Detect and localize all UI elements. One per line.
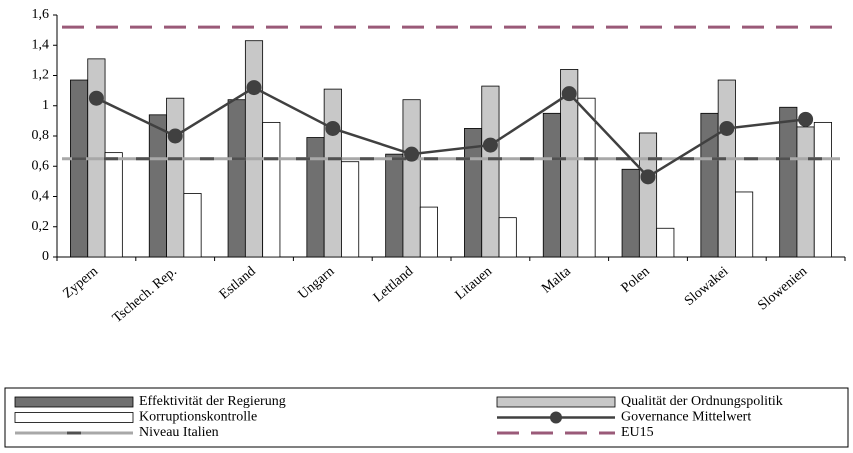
line-marker	[167, 128, 183, 144]
bar	[244, 40, 264, 258]
y-tick-label: 1	[42, 98, 49, 113]
legend-swatch	[14, 396, 134, 408]
bar	[717, 79, 736, 258]
line-marker	[325, 120, 341, 136]
line	[95, 86, 806, 179]
bar	[183, 193, 202, 258]
line-marker	[561, 86, 577, 102]
legend-label: Korruptionskontrolle	[139, 410, 257, 425]
bar	[323, 88, 342, 258]
y-tick-label: 1,2	[32, 68, 50, 83]
bar	[227, 99, 246, 258]
bar	[779, 106, 798, 258]
bar	[104, 152, 123, 258]
bar	[148, 114, 167, 258]
x-tick-label: Malta	[539, 264, 574, 297]
x-tick-label: Lettland	[371, 264, 416, 305]
y-tick-label: 0,8	[32, 128, 50, 143]
line-marker	[719, 120, 735, 136]
y-tick-label: 1,6	[32, 7, 50, 22]
bar	[70, 79, 89, 258]
bar	[577, 97, 596, 258]
legend-label: Effektivität der Regierung	[139, 394, 286, 409]
bar	[166, 97, 185, 258]
bar	[262, 121, 281, 258]
legend-marker	[550, 411, 562, 424]
bar	[813, 121, 832, 258]
x-tick-label: Slowenien	[755, 264, 810, 313]
legend-swatch	[14, 412, 134, 423]
bar	[402, 99, 421, 258]
bar	[621, 168, 640, 258]
y-tick-label: 1,4	[32, 37, 50, 52]
y-tick-label: 0,6	[32, 158, 50, 173]
legend-swatch	[496, 396, 616, 408]
y-tick-label: 0,2	[32, 219, 50, 234]
line-marker	[640, 169, 656, 185]
line-marker	[798, 111, 814, 127]
line-marker	[482, 137, 498, 153]
bar	[306, 137, 325, 258]
x-tick-label: Zypern	[60, 264, 101, 301]
bar	[542, 112, 561, 258]
legend-label: EU15	[621, 425, 654, 440]
legend-label: Niveau Italien	[139, 425, 219, 440]
x-tick-label: Tschech. Rep.	[110, 264, 180, 326]
x-tick-label: Ungarn	[296, 264, 338, 302]
bar	[735, 191, 754, 258]
line-marker	[246, 80, 262, 96]
bar	[638, 132, 658, 258]
legend-label: Governance Mittelwert	[621, 410, 751, 425]
x-tick-label: Estland	[217, 264, 259, 302]
x-tick-label: Slowakei	[682, 264, 732, 309]
bar	[498, 217, 517, 258]
line-marker	[404, 146, 420, 162]
bar	[385, 153, 404, 258]
legend-label: Qualität der Ordnungspolitik	[621, 394, 783, 409]
bar	[656, 227, 675, 258]
y-tick-label: 0	[42, 249, 49, 264]
line-marker	[88, 90, 104, 106]
bar	[796, 126, 815, 258]
legend-box	[4, 387, 849, 448]
x-tick-label: Litauen	[453, 264, 495, 303]
bar	[341, 161, 360, 258]
y-tick-label: 0,4	[32, 189, 50, 204]
bar	[419, 206, 438, 258]
x-tick-label: Polen	[619, 264, 653, 296]
bar	[481, 85, 500, 258]
